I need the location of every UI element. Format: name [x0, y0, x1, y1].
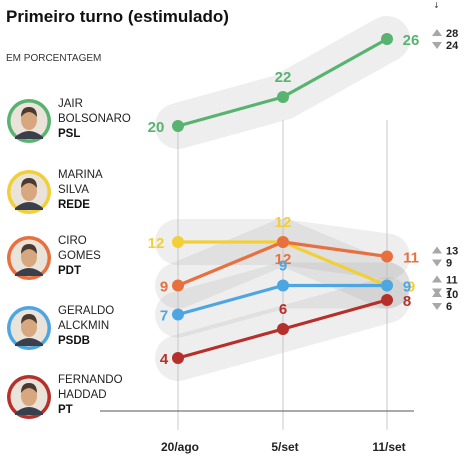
data-label: 11	[403, 250, 419, 267]
candidate-first-name: FERNANDO	[58, 374, 123, 386]
candidate-party: PSL	[58, 128, 80, 140]
triangle-down-icon	[432, 42, 442, 49]
data-point	[172, 236, 184, 248]
candidate-1: MARINA SILVA REDE	[7, 169, 103, 214]
triangle-down-icon	[432, 303, 442, 310]
data-point	[381, 294, 393, 306]
margin-high-label: 11	[446, 275, 458, 287]
margin-high-label: 13	[446, 246, 458, 258]
margin-low-label: 9	[446, 258, 452, 270]
data-point	[172, 120, 184, 132]
candidate-2: CIRO GOMES PDT	[7, 235, 101, 280]
candidate-first-name: GERALDO	[58, 305, 114, 317]
data-point	[172, 279, 184, 292]
data-label: 9	[407, 279, 415, 296]
data-point	[277, 279, 289, 292]
triangle-up-icon	[432, 29, 442, 36]
data-label: 12	[148, 235, 165, 252]
candidate-first-name: CIRO	[58, 235, 87, 247]
x-tick-label: 20/ago	[161, 440, 199, 454]
vertical-gridlines	[177, 120, 388, 430]
data-point	[277, 323, 289, 335]
margin-low-label: 7	[446, 287, 452, 299]
candidate-4: FERNANDO HADDAD PT	[7, 374, 123, 419]
triangle-up-icon	[432, 290, 442, 297]
data-label: 7	[160, 308, 168, 325]
data-point	[381, 33, 393, 45]
candidate-last-name: SILVA	[58, 184, 89, 196]
candidate-0: JAIR BOLSONARO PSL	[7, 98, 131, 143]
triangle-up-icon	[432, 246, 442, 254]
data-label: 20	[148, 119, 165, 136]
margin-high-label: 28	[446, 28, 458, 40]
candidate-first-name: MARINA	[58, 169, 103, 181]
ciro-portrait-icon	[7, 236, 51, 280]
data-point	[381, 250, 393, 263]
data-label: 9	[403, 279, 411, 296]
candidate-first-name: JAIR	[58, 98, 83, 110]
candidate-last-name: ALCKMIN	[58, 320, 109, 332]
data-label: 12	[275, 251, 292, 268]
candidate-party: PSDB	[58, 335, 90, 347]
data-label: 9	[160, 279, 168, 296]
x-axis-ticks: 20/ago 5/set 11/set	[161, 440, 406, 454]
candidate-party: PDT	[58, 265, 81, 277]
candidate-last-name: BOLSONARO	[58, 113, 131, 125]
candidate-party: REDE	[58, 199, 90, 211]
data-label: 26	[403, 32, 420, 49]
arrow-down-icon: ↓	[433, 1, 440, 10]
data-label: 6	[279, 301, 287, 318]
alckmin-portrait-icon	[7, 306, 51, 350]
data-point	[277, 236, 289, 248]
candidate-legend: JAIR BOLSONARO PSL MARINA SILVA REDE CIRO GOMES…	[7, 98, 131, 419]
triangle-up-icon	[432, 275, 442, 283]
data-point	[172, 308, 184, 321]
data-label: 4	[160, 351, 169, 368]
x-tick-label: 5/set	[271, 440, 298, 454]
candidate-party: PT	[58, 404, 73, 416]
candidate-last-name: GOMES	[58, 250, 101, 262]
haddad-portrait-icon	[7, 375, 51, 419]
margin-high-label: 10	[446, 289, 458, 301]
data-label: 12	[275, 214, 292, 231]
data-label: 22	[275, 69, 292, 86]
bolsonaro-portrait-icon	[7, 99, 51, 143]
chart-subtitle: EM PORCENTAGEM	[6, 53, 101, 64]
margin-low-label: 6	[446, 301, 452, 313]
chart-title: Primeiro turno (estimulado)	[6, 7, 229, 26]
data-point	[172, 352, 184, 364]
data-label: 9	[279, 258, 287, 275]
data-points	[172, 33, 393, 364]
candidate-3: GERALDO ALCKMIN PSDB	[7, 305, 114, 350]
data-point	[381, 279, 393, 292]
data-point	[277, 91, 289, 103]
candidate-last-name: HADDAD	[58, 389, 107, 401]
marina-portrait-icon	[7, 170, 51, 214]
data-label: 8	[403, 293, 411, 310]
triangle-down-icon	[432, 259, 442, 267]
margin-low-label: 24	[446, 40, 459, 52]
x-tick-label: 11/set	[372, 440, 405, 454]
